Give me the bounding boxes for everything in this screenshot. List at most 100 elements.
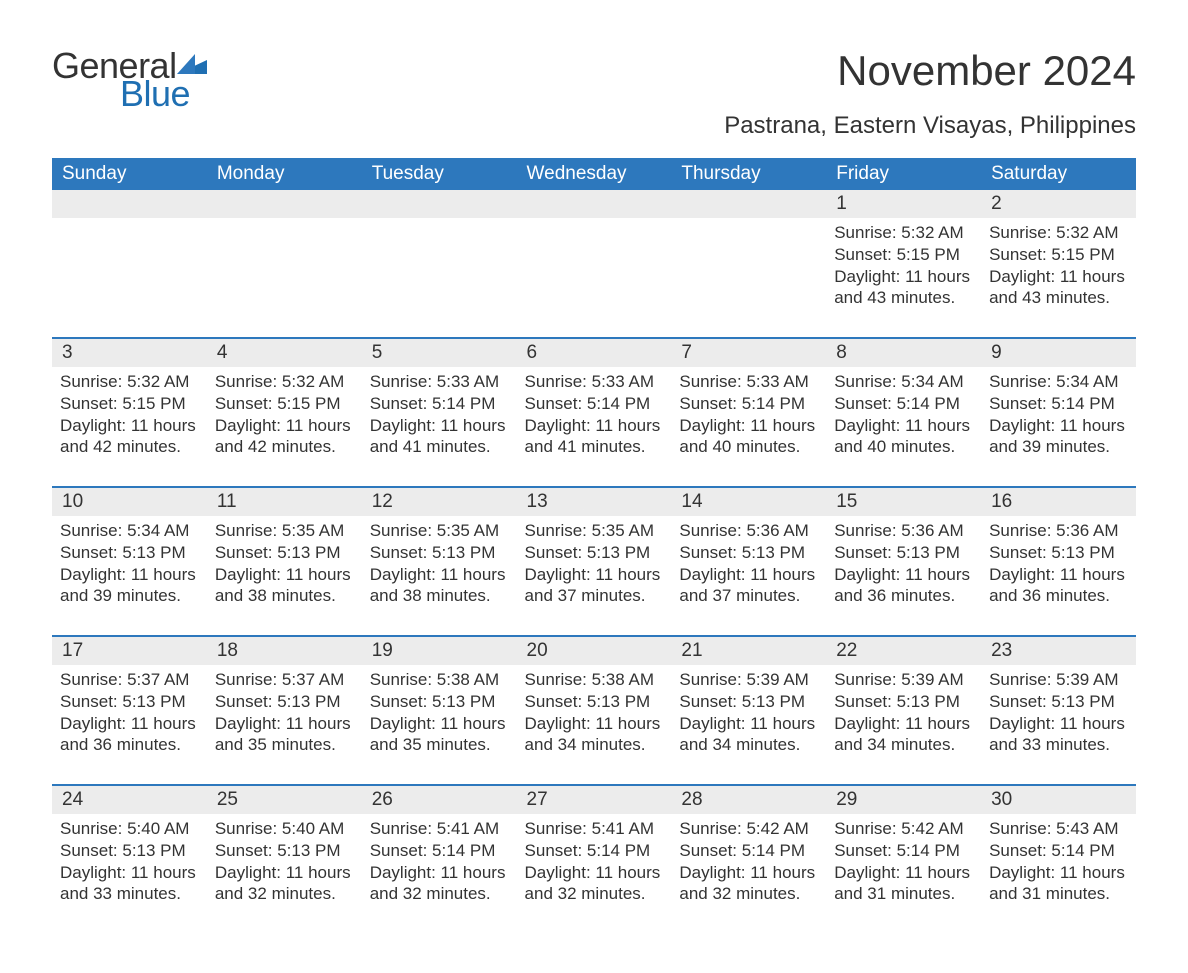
sunrise-text: Sunrise: 5:36 AM bbox=[834, 520, 973, 542]
daynum-bar bbox=[52, 190, 207, 218]
sunrise-text: Sunrise: 5:35 AM bbox=[370, 520, 509, 542]
header: General Blue November 2024 Pastrana, Eas… bbox=[52, 48, 1136, 150]
sunset-text: Sunset: 5:13 PM bbox=[834, 691, 973, 713]
daynum: 11 bbox=[207, 488, 362, 516]
day-body: Sunrise: 5:43 AMSunset: 5:14 PMDaylight:… bbox=[989, 818, 1128, 905]
sunrise-text: Sunrise: 5:38 AM bbox=[370, 669, 509, 691]
sunset-text: Sunset: 5:15 PM bbox=[834, 244, 973, 266]
day-body: Sunrise: 5:36 AMSunset: 5:13 PMDaylight:… bbox=[989, 520, 1128, 607]
daynum: 5 bbox=[362, 339, 517, 367]
day-cell: 10Sunrise: 5:34 AMSunset: 5:13 PMDayligh… bbox=[52, 487, 207, 636]
daynum: 17 bbox=[52, 637, 207, 665]
day-body: Sunrise: 5:38 AMSunset: 5:13 PMDaylight:… bbox=[525, 669, 664, 756]
day-body: Sunrise: 5:42 AMSunset: 5:14 PMDaylight:… bbox=[679, 818, 818, 905]
sunset-text: Sunset: 5:14 PM bbox=[525, 393, 664, 415]
sunset-text: Sunset: 5:13 PM bbox=[370, 691, 509, 713]
daylight-text: Daylight: 11 hours and 37 minutes. bbox=[525, 564, 664, 608]
daynum: 20 bbox=[517, 637, 672, 665]
sunrise-text: Sunrise: 5:36 AM bbox=[679, 520, 818, 542]
dow-header: Sunday bbox=[52, 158, 207, 190]
daynum: 26 bbox=[362, 786, 517, 814]
day-body: Sunrise: 5:33 AMSunset: 5:14 PMDaylight:… bbox=[370, 371, 509, 458]
day-body: Sunrise: 5:37 AMSunset: 5:13 PMDaylight:… bbox=[215, 669, 354, 756]
sunset-text: Sunset: 5:13 PM bbox=[989, 542, 1128, 564]
location: Pastrana, Eastern Visayas, Philippines bbox=[724, 112, 1136, 140]
sunset-text: Sunset: 5:13 PM bbox=[370, 542, 509, 564]
day-body: Sunrise: 5:40 AMSunset: 5:13 PMDaylight:… bbox=[215, 818, 354, 905]
day-body: Sunrise: 5:38 AMSunset: 5:13 PMDaylight:… bbox=[370, 669, 509, 756]
sunrise-text: Sunrise: 5:42 AM bbox=[834, 818, 973, 840]
day-body: Sunrise: 5:40 AMSunset: 5:13 PMDaylight:… bbox=[60, 818, 199, 905]
empty-cell bbox=[207, 190, 362, 338]
daylight-text: Daylight: 11 hours and 43 minutes. bbox=[989, 266, 1128, 310]
day-cell: 7Sunrise: 5:33 AMSunset: 5:14 PMDaylight… bbox=[671, 338, 826, 487]
day-body: Sunrise: 5:42 AMSunset: 5:14 PMDaylight:… bbox=[834, 818, 973, 905]
day-cell: 23Sunrise: 5:39 AMSunset: 5:13 PMDayligh… bbox=[981, 636, 1136, 785]
daylight-text: Daylight: 11 hours and 33 minutes. bbox=[989, 713, 1128, 757]
sunset-text: Sunset: 5:13 PM bbox=[525, 691, 664, 713]
daynum: 27 bbox=[517, 786, 672, 814]
day-cell: 11Sunrise: 5:35 AMSunset: 5:13 PMDayligh… bbox=[207, 487, 362, 636]
daynum: 15 bbox=[826, 488, 981, 516]
week-row: 3 Sunrise: 5:32 AMSunset: 5:15 PMDaylight… bbox=[52, 338, 1136, 487]
day-cell: 2Sunrise: 5:32 AMSunset: 5:15 PMDaylight… bbox=[981, 190, 1136, 338]
daylight-text: Daylight: 11 hours and 41 minutes. bbox=[525, 415, 664, 459]
sunset-text: Sunset: 5:14 PM bbox=[370, 393, 509, 415]
daylight-text: Daylight: 11 hours and 31 minutes. bbox=[989, 862, 1128, 906]
day-cell: 6Sunrise: 5:33 AMSunset: 5:14 PMDaylight… bbox=[517, 338, 672, 487]
daynum: 12 bbox=[362, 488, 517, 516]
sunset-text: Sunset: 5:13 PM bbox=[525, 542, 664, 564]
daylight-text: Daylight: 11 hours and 32 minutes. bbox=[679, 862, 818, 906]
daynum: 8 bbox=[826, 339, 981, 367]
sunset-text: Sunset: 5:14 PM bbox=[679, 840, 818, 862]
sunrise-text: Sunrise: 5:37 AM bbox=[60, 669, 199, 691]
daynum: 16 bbox=[981, 488, 1136, 516]
day-cell: 21Sunrise: 5:39 AMSunset: 5:13 PMDayligh… bbox=[671, 636, 826, 785]
day-cell: 20 Sunrise: 5:38 AMSunset: 5:13 PMDayligh… bbox=[517, 636, 672, 785]
dow-header: Tuesday bbox=[362, 158, 517, 190]
sunset-text: Sunset: 5:13 PM bbox=[60, 542, 199, 564]
daynum: 3 bbox=[52, 339, 207, 367]
daylight-text: Daylight: 11 hours and 36 minutes. bbox=[989, 564, 1128, 608]
sunrise-text: Sunrise: 5:33 AM bbox=[525, 371, 664, 393]
logo: General Blue bbox=[52, 48, 207, 112]
daynum: 7 bbox=[671, 339, 826, 367]
daynum: 24 bbox=[52, 786, 207, 814]
daynum: 4 bbox=[207, 339, 362, 367]
sunrise-text: Sunrise: 5:40 AM bbox=[60, 818, 199, 840]
day-body: Sunrise: 5:34 AMSunset: 5:14 PMDaylight:… bbox=[834, 371, 973, 458]
daylight-text: Daylight: 11 hours and 31 minutes. bbox=[834, 862, 973, 906]
day-body: Sunrise: 5:32 AMSunset: 5:15 PMDaylight:… bbox=[989, 222, 1128, 309]
dow-header: Wednesday bbox=[517, 158, 672, 190]
sunset-text: Sunset: 5:14 PM bbox=[834, 393, 973, 415]
day-cell: 12 Sunrise: 5:35 AMSunset: 5:13 PMDayligh… bbox=[362, 487, 517, 636]
day-body: Sunrise: 5:41 AMSunset: 5:14 PMDaylight:… bbox=[370, 818, 509, 905]
daynum-bar bbox=[207, 190, 362, 218]
sunset-text: Sunset: 5:14 PM bbox=[679, 393, 818, 415]
sunrise-text: Sunrise: 5:34 AM bbox=[60, 520, 199, 542]
page: General Blue November 2024 Pastrana, Eas… bbox=[0, 0, 1188, 973]
daylight-text: Daylight: 11 hours and 38 minutes. bbox=[370, 564, 509, 608]
daynum: 13 bbox=[517, 488, 672, 516]
month-title: November 2024 bbox=[724, 48, 1136, 94]
sunset-text: Sunset: 5:13 PM bbox=[989, 691, 1128, 713]
day-cell: 13Sunrise: 5:35 AMSunset: 5:13 PMDayligh… bbox=[517, 487, 672, 636]
sunrise-text: Sunrise: 5:32 AM bbox=[834, 222, 973, 244]
sunrise-text: Sunrise: 5:32 AM bbox=[60, 371, 199, 393]
daylight-text: Daylight: 11 hours and 36 minutes. bbox=[60, 713, 199, 757]
day-body: Sunrise: 5:32 AMSunset: 5:15 PMDaylight:… bbox=[215, 371, 354, 458]
day-cell: 1Sunrise: 5:32 AMSunset: 5:15 PMDaylight… bbox=[826, 190, 981, 338]
sunset-text: Sunset: 5:14 PM bbox=[834, 840, 973, 862]
day-cell: 4 Sunrise: 5:32 AMSunset: 5:15 PMDaylight… bbox=[207, 338, 362, 487]
day-cell: 14Sunrise: 5:36 AMSunset: 5:13 PMDayligh… bbox=[671, 487, 826, 636]
daylight-text: Daylight: 11 hours and 35 minutes. bbox=[215, 713, 354, 757]
day-body: Sunrise: 5:37 AMSunset: 5:13 PMDaylight:… bbox=[60, 669, 199, 756]
daynum-bar bbox=[517, 190, 672, 218]
sunrise-text: Sunrise: 5:39 AM bbox=[679, 669, 818, 691]
daynum: 18 bbox=[207, 637, 362, 665]
sunrise-text: Sunrise: 5:39 AM bbox=[989, 669, 1128, 691]
sunset-text: Sunset: 5:14 PM bbox=[989, 393, 1128, 415]
sunrise-text: Sunrise: 5:34 AM bbox=[989, 371, 1128, 393]
sunset-text: Sunset: 5:13 PM bbox=[834, 542, 973, 564]
day-body: Sunrise: 5:39 AMSunset: 5:13 PMDaylight:… bbox=[679, 669, 818, 756]
